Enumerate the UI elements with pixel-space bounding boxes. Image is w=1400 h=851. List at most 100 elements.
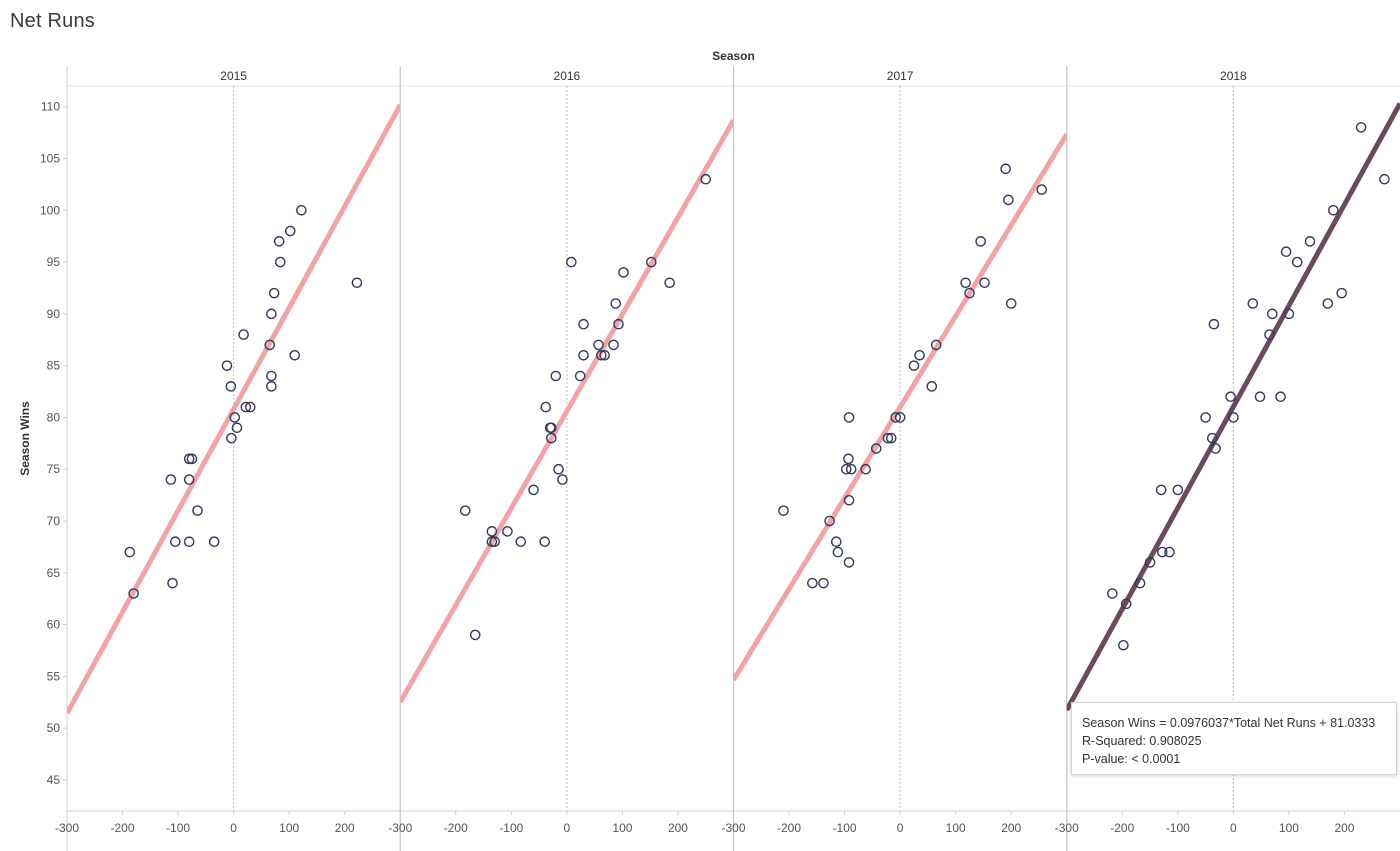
data-point	[596, 349, 607, 361]
data-point	[489, 536, 500, 548]
data-point	[593, 339, 604, 351]
x-tick-label: 100	[279, 821, 299, 835]
data-point	[469, 629, 481, 641]
data-point	[700, 173, 712, 185]
column-header-season: Season	[712, 49, 755, 63]
data-point	[1355, 122, 1367, 133]
y-tick-label: 80	[47, 410, 61, 424]
x-tick-label: -100	[1166, 821, 1190, 835]
data-point	[1144, 557, 1156, 568]
x-tick-label: -300	[721, 821, 745, 835]
y-tick-label: 70	[47, 514, 61, 528]
data-point	[553, 463, 564, 475]
y-tick-label: 45	[47, 773, 61, 787]
tooltip-p-value: P-value: < 0.0001	[1082, 752, 1181, 766]
data-point	[1206, 432, 1218, 444]
x-tick-label: -300	[55, 821, 79, 835]
data-point	[1283, 308, 1295, 320]
data-point	[274, 256, 286, 268]
data-point	[1000, 163, 1011, 175]
data-point	[1304, 236, 1316, 247]
x-tick-label: -300	[1055, 821, 1079, 835]
data-point	[824, 515, 835, 527]
data-point	[566, 256, 577, 268]
data-point	[599, 349, 610, 361]
y-tick-label: 75	[47, 462, 61, 476]
data-point	[1003, 194, 1014, 206]
data-point	[546, 422, 557, 434]
data-point	[778, 505, 789, 516]
x-tick-label: -200	[1110, 821, 1134, 835]
data-point	[610, 298, 622, 309]
y-tick-label: 110	[41, 100, 60, 114]
data-point	[890, 412, 901, 423]
data-point	[618, 267, 629, 278]
data-point	[1200, 412, 1211, 423]
data-point	[843, 557, 855, 568]
panel-header-2016: 2016	[554, 69, 581, 83]
data-point	[885, 432, 897, 444]
panel-2017: 2017 -300 -200 -100 0 100 200	[721, 66, 1067, 851]
data-point	[240, 401, 252, 413]
data-point	[486, 526, 498, 537]
data-point	[124, 546, 136, 558]
data-point	[128, 588, 139, 599]
x-tick-label: 100	[612, 821, 632, 835]
y-tick-label: 50	[47, 721, 61, 735]
data-point	[540, 401, 552, 413]
data-point	[1275, 391, 1286, 403]
panel-header-2018: 2018	[1220, 69, 1247, 83]
data-point	[221, 360, 233, 371]
data-point	[557, 474, 568, 485]
panel-2018: 2018 -300 -200 -100 0 100 200	[1055, 66, 1400, 851]
data-point	[1264, 329, 1275, 340]
data-point	[550, 370, 562, 382]
x-tick-label: 0	[564, 821, 571, 835]
y-tick-label: 105	[40, 152, 60, 166]
sheet-title: Net Runs	[10, 10, 95, 32]
data-point	[208, 536, 220, 548]
x-tick-label: 200	[1334, 821, 1354, 835]
data-point	[284, 225, 296, 237]
x-tick-label: -200	[777, 821, 801, 835]
tooltip-equation: Season Wins = 0.0976037*Total Net Runs +…	[1082, 716, 1376, 730]
data-point	[894, 412, 906, 423]
data-point	[843, 453, 854, 465]
x-tick-label: 200	[668, 821, 688, 835]
data-point	[1291, 256, 1303, 268]
data-point	[546, 432, 557, 444]
data-point	[183, 453, 195, 465]
x-tick-label: 0	[230, 821, 237, 835]
data-point	[975, 236, 986, 247]
data-point	[979, 277, 990, 289]
x-tick-label: 200	[1001, 821, 1021, 835]
data-point	[1247, 298, 1259, 309]
data-point	[226, 432, 237, 444]
data-point	[578, 349, 589, 361]
data-point	[1322, 298, 1334, 309]
data-point	[296, 204, 307, 216]
data-point	[843, 412, 855, 423]
y-axis-label: Season Wins	[18, 401, 32, 476]
data-point	[1164, 546, 1175, 558]
data-point	[266, 381, 277, 392]
data-point	[266, 370, 277, 382]
data-point	[818, 577, 829, 589]
data-point	[930, 339, 942, 351]
x-tick-label: 0	[1230, 821, 1237, 835]
y-tick-label: 65	[47, 566, 61, 580]
data-point	[1225, 391, 1236, 403]
x-tick-label: -100	[166, 821, 190, 835]
data-point	[843, 494, 855, 506]
data-point	[860, 463, 871, 475]
data-point	[914, 349, 925, 361]
y-tick-label: 55	[47, 669, 61, 683]
data-point	[1210, 443, 1221, 454]
trend-line-tooltip: Season Wins = 0.0976037*Total Net Runs +…	[1071, 702, 1397, 775]
data-point	[1254, 391, 1266, 403]
data-point	[225, 381, 237, 392]
data-point	[613, 318, 624, 330]
data-point	[664, 277, 675, 289]
data-point	[830, 536, 842, 548]
data-point	[1280, 246, 1292, 258]
